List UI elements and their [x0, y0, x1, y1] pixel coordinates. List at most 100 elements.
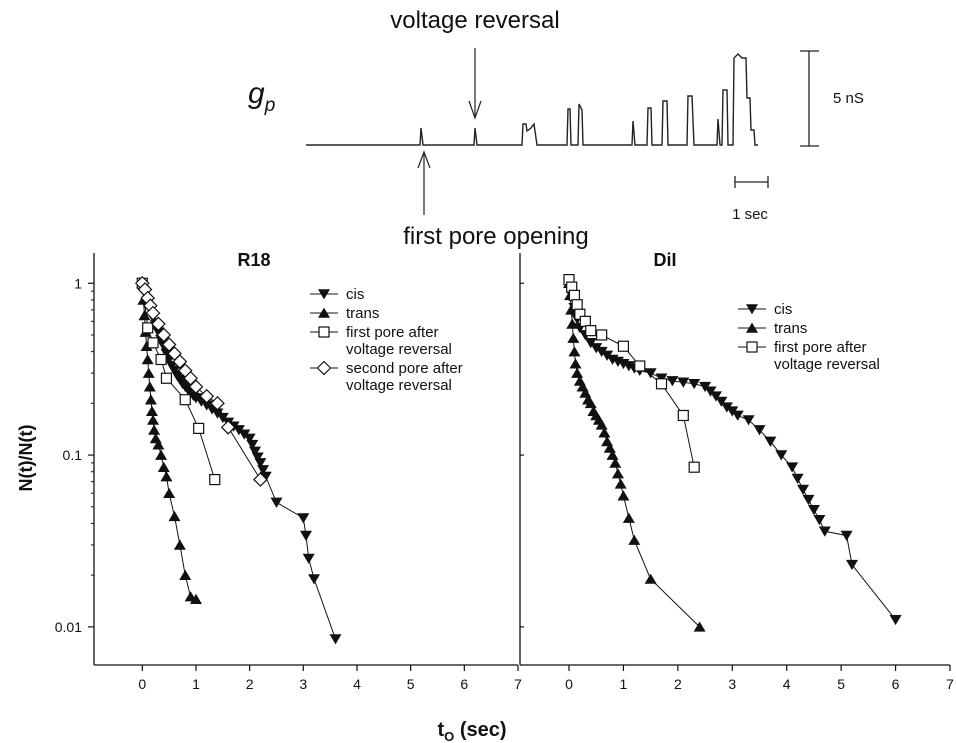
data-point [148, 424, 161, 435]
data-point [693, 621, 706, 632]
dii-chart: 0 1 2 3 4 5 6 7 DiI cis trans first pore after volta… [519, 250, 954, 692]
data-point [209, 473, 221, 486]
data-point [644, 368, 657, 379]
conductance-scale-label: 5 nS [833, 90, 864, 107]
data-point [220, 419, 236, 435]
x-tick-label: 3 [728, 676, 736, 692]
legend-marker [318, 307, 330, 318]
data-point [144, 394, 157, 405]
data-point [297, 513, 310, 524]
data-point [172, 354, 188, 369]
data-point [644, 573, 657, 584]
data-point [152, 439, 165, 450]
time-scale-label: 1 sec [732, 206, 768, 223]
first-pore-arrow-head [417, 150, 431, 169]
y-tick-label: 1 [74, 275, 82, 291]
data-point [199, 388, 215, 404]
y-tick-label: 0.01 [55, 619, 82, 635]
x-tick-label: 1 [620, 676, 628, 692]
x-tick-label: 4 [353, 676, 361, 692]
data-point [688, 378, 701, 390]
x-tick-label: 6 [460, 676, 468, 692]
data-point [579, 315, 591, 327]
data-point [666, 376, 679, 387]
data-point [147, 414, 160, 425]
data-point [655, 378, 668, 390]
x-axis-label: tO (sec) [437, 719, 506, 743]
series-first-pore [563, 274, 700, 473]
x-tick-label: 5 [837, 676, 845, 692]
data-point [193, 422, 205, 434]
data-point [889, 614, 902, 626]
legend: cis trans first pore after voltage reversal [738, 301, 880, 373]
data-point [249, 446, 262, 457]
legend-marker [746, 341, 758, 353]
data-point [571, 367, 584, 378]
x-tick-label: 4 [783, 676, 791, 692]
x-tick-label: 5 [407, 676, 415, 692]
data-point [569, 358, 582, 369]
data-point [179, 394, 191, 406]
data-point [611, 468, 624, 479]
data-point [786, 462, 799, 473]
data-point [300, 530, 312, 541]
data-point [614, 478, 627, 489]
data-point [189, 593, 202, 604]
data-point [147, 337, 159, 349]
x-tick-label: 0 [565, 676, 573, 692]
data-point [141, 354, 154, 365]
legend-label: trans [346, 305, 379, 322]
data-point [142, 367, 155, 378]
data-point [243, 433, 256, 444]
data-point [715, 396, 728, 407]
legend-label: first pore after voltage reversal [346, 324, 452, 358]
series-second-pore [134, 275, 268, 487]
data-point [775, 450, 788, 461]
data-point [609, 457, 622, 468]
data-point [151, 316, 166, 332]
data-point [584, 338, 597, 349]
data-point [596, 329, 608, 341]
data-point [595, 346, 608, 358]
voltage-reversal-arrow-head [468, 100, 482, 120]
data-point [161, 337, 177, 352]
data-point [566, 318, 579, 329]
x-tick-label: 3 [299, 676, 307, 692]
data-point [155, 449, 168, 460]
data-point [606, 449, 619, 460]
x-tick-label: 7 [514, 676, 522, 692]
legend: cis trans first pore after voltage reversal… [310, 286, 463, 394]
data-point [617, 490, 630, 501]
chart-title: R18 [237, 250, 270, 270]
data-point [846, 559, 859, 571]
x-tick-label: 1 [192, 676, 200, 692]
data-point [584, 397, 597, 409]
data-point [253, 472, 268, 487]
data-point [617, 340, 630, 352]
data-point [145, 305, 161, 321]
data-point [145, 405, 158, 417]
first-pore-annotation: first pore opening [403, 223, 588, 250]
x-tick-label: 2 [246, 676, 254, 692]
data-point [677, 377, 690, 388]
data-point [840, 530, 853, 541]
legend-label: cis [774, 301, 792, 318]
data-point [308, 574, 321, 585]
data-point [200, 400, 213, 411]
data-point [254, 458, 267, 469]
data-point [688, 461, 700, 473]
r18-chart: 0 1 2 3 4 5 6 7 1 0.1 0.01 R18 cis trans first pore af… [55, 250, 522, 692]
data-point [709, 391, 722, 402]
data-point [628, 534, 641, 545]
data-point [270, 497, 283, 508]
legend-label: cis [346, 286, 364, 303]
data-point [138, 309, 151, 321]
x-tick-label: 2 [674, 676, 682, 692]
series-line [568, 283, 896, 621]
conductance-trace [306, 53, 758, 146]
legend-label: trans [774, 320, 807, 337]
data-point [160, 471, 173, 482]
data-point [797, 484, 810, 495]
data-point [601, 350, 614, 361]
